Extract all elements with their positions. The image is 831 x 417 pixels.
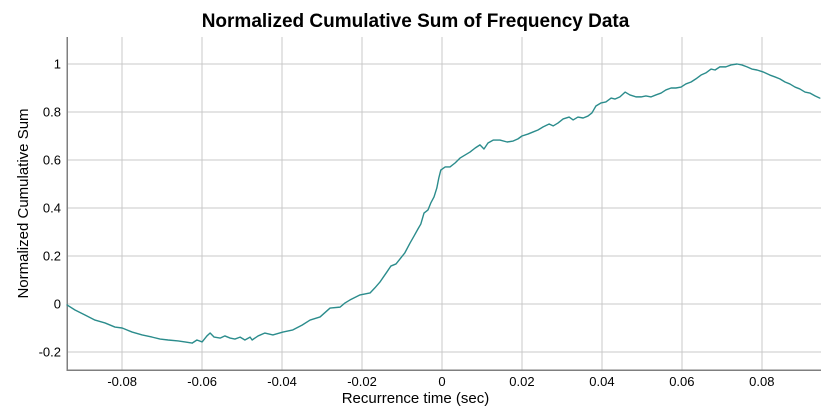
axes <box>66 37 821 371</box>
y-axis-label: Normalized Cumulative Sum <box>15 108 32 298</box>
y-tick-label: 1 <box>54 57 61 72</box>
x-tick-label: 0.04 <box>589 374 614 389</box>
x-tick-label: 0.02 <box>509 374 534 389</box>
tick-labels: -0.08 -0.06 -0.04 -0.02 0 0.02 0.04 0.06 0.08 -0.… <box>39 57 775 390</box>
y-tick-label: 0.8 <box>43 105 61 120</box>
x-axis-label: Recurrence time (sec) <box>342 390 490 407</box>
x-tick-label: 0.08 <box>749 374 774 389</box>
y-tick-label: 0 <box>54 297 61 312</box>
x-tick-label: 0.06 <box>669 374 694 389</box>
y-tick-label: 0.4 <box>43 201 61 216</box>
gridlines <box>67 37 821 370</box>
y-tick-label: 0.6 <box>43 153 61 168</box>
x-tick-label: -0.06 <box>187 374 217 389</box>
y-tick-label: -0.2 <box>39 345 61 360</box>
x-tick-label: -0.08 <box>107 374 137 389</box>
x-tick-label: -0.04 <box>267 374 297 389</box>
x-tick-label: 0 <box>438 374 445 389</box>
chart-title: Normalized Cumulative Sum of Frequency D… <box>202 11 630 32</box>
x-tick-label: -0.02 <box>347 374 377 389</box>
y-tick-label: 0.2 <box>43 249 61 264</box>
data-line-series <box>66 63 821 344</box>
